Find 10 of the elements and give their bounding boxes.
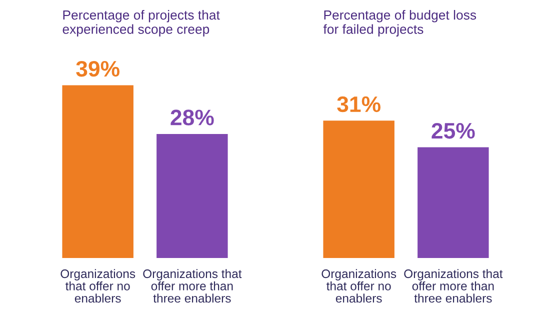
data-label: 25% [432, 122, 475, 139]
chart-title: Percentage of projects that experienced scope creep [62, 10, 220, 37]
data-label: 28% [170, 110, 214, 126]
data-label: 39% [76, 60, 120, 77]
data-label: 31% [337, 96, 380, 112]
x-tick-label: Organizations that offer no enablers [60, 269, 136, 303]
x-tick-label: Organizations that offer no enablers [322, 269, 396, 303]
x-tick-label: Organizations that offer more than three enablers [404, 269, 503, 303]
x-tick-label: Organizations that offer more than three enablers [143, 269, 242, 303]
chart-title: Percentage of budget loss for failed projects [323, 10, 476, 37]
